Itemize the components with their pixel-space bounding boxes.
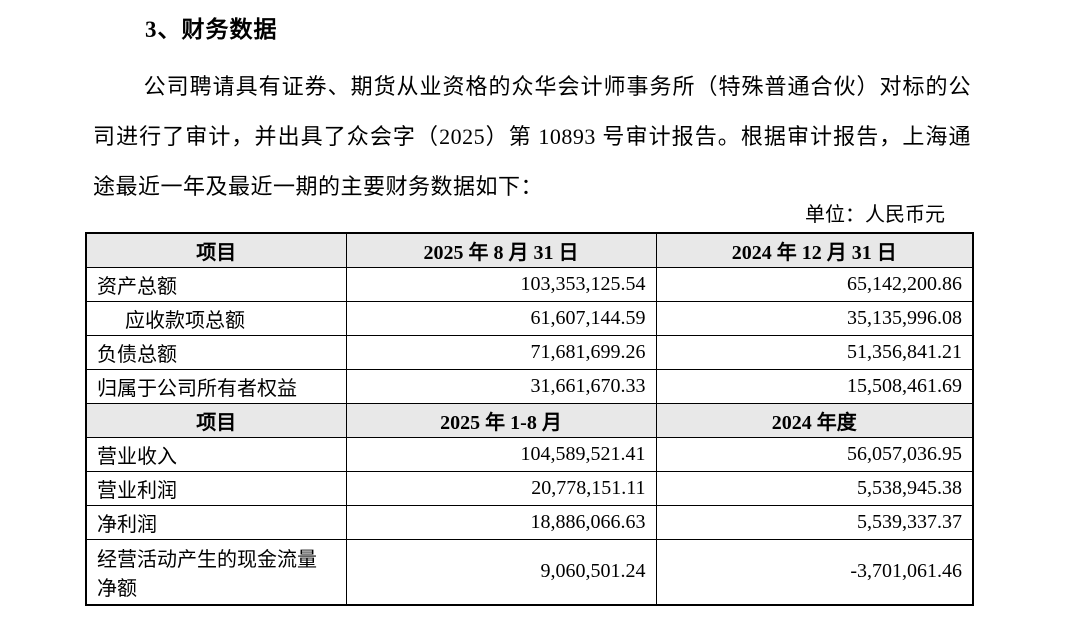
value-prior: 51,356,841.21 bbox=[655, 335, 974, 370]
table-header-income: 项目 2025 年 1-8 月 2024 年度 bbox=[85, 403, 974, 438]
value-current: 9,060,501.24 bbox=[345, 539, 657, 605]
value-current: 61,607,144.59 bbox=[345, 301, 657, 336]
value-prior: 15,508,461.69 bbox=[655, 369, 974, 404]
value-prior: -3,701,061.46 bbox=[655, 539, 974, 605]
row-label: 净利润 bbox=[85, 505, 347, 540]
header-cell-date-2: 2024 年 12 月 31 日 bbox=[655, 232, 974, 268]
section-title: 3、财务数据 bbox=[145, 17, 278, 42]
row-label: 资产总额 bbox=[85, 267, 347, 302]
table-row-receivables: 应收款项总额 61,607,144.59 35,135,996.08 bbox=[85, 301, 974, 336]
value-prior: 56,057,036.95 bbox=[655, 437, 974, 472]
body-paragraph: 公司聘请具有证券、期货从业资格的众华会计师事务所（特殊普通合伙）对标的公司进行了… bbox=[93, 74, 971, 199]
row-label: 应收款项总额 bbox=[85, 301, 347, 336]
table-row-operating-profit: 营业利润 20,778,151.11 5,538,945.38 bbox=[85, 471, 974, 506]
table-row-operating-revenue: 营业收入 104,589,521.41 56,057,036.95 bbox=[85, 437, 974, 472]
row-label: 营业收入 bbox=[85, 437, 347, 472]
value-current: 20,778,151.11 bbox=[345, 471, 657, 506]
value-current: 104,589,521.41 bbox=[345, 437, 657, 472]
table-row-net-profit: 净利润 18,886,066.63 5,539,337.37 bbox=[85, 505, 974, 540]
value-current: 103,353,125.54 bbox=[345, 267, 657, 302]
table-row-operating-cash-flow: 经营活动产生的现金流量净额 9,060,501.24 -3,701,061.46 bbox=[85, 539, 974, 605]
table-row-owners-equity: 归属于公司所有者权益 31,661,670.33 15,508,461.69 bbox=[85, 369, 974, 404]
value-current: 18,886,066.63 bbox=[345, 505, 657, 540]
table-header-balance: 项目 2025 年 8 月 31 日 2024 年 12 月 31 日 bbox=[85, 232, 974, 268]
header-cell-item: 项目 bbox=[85, 232, 347, 268]
value-current: 31,661,670.33 bbox=[345, 369, 657, 404]
value-prior: 35,135,996.08 bbox=[655, 301, 974, 336]
header-cell-date-1: 2025 年 8 月 31 日 bbox=[345, 232, 657, 268]
value-prior: 5,539,337.37 bbox=[655, 505, 974, 540]
value-current: 71,681,699.26 bbox=[345, 335, 657, 370]
table-row-total-liabilities: 负债总额 71,681,699.26 51,356,841.21 bbox=[85, 335, 974, 370]
financial-data-table: 项目 2025 年 8 月 31 日 2024 年 12 月 31 日 资产总额… bbox=[85, 232, 974, 606]
row-label: 归属于公司所有者权益 bbox=[85, 369, 347, 404]
table-row-total-assets: 资产总额 103,353,125.54 65,142,200.86 bbox=[85, 267, 974, 302]
row-label: 经营活动产生的现金流量净额 bbox=[85, 539, 347, 605]
header-cell-item: 项目 bbox=[85, 403, 347, 438]
value-prior: 5,538,945.38 bbox=[655, 471, 974, 506]
row-label: 营业利润 bbox=[85, 471, 347, 506]
header-cell-period-1: 2025 年 1-8 月 bbox=[345, 403, 657, 438]
value-prior: 65,142,200.86 bbox=[655, 267, 974, 302]
header-cell-period-2: 2024 年度 bbox=[655, 403, 974, 438]
unit-label: 单位：人民币元 bbox=[805, 204, 945, 226]
row-label: 负债总额 bbox=[85, 335, 347, 370]
